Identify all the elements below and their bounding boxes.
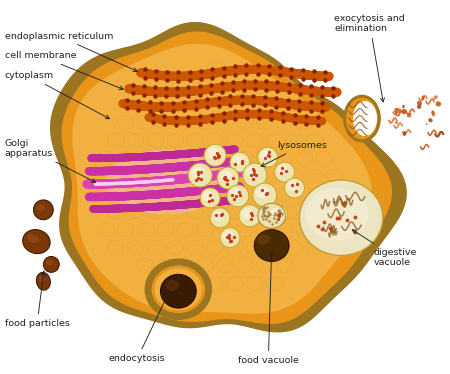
Text: exocytosis and
elimination: exocytosis and elimination — [334, 13, 405, 102]
Ellipse shape — [257, 234, 270, 245]
Ellipse shape — [33, 200, 53, 220]
Ellipse shape — [234, 148, 239, 151]
Ellipse shape — [239, 185, 244, 188]
Ellipse shape — [154, 269, 202, 310]
Ellipse shape — [43, 257, 59, 272]
Ellipse shape — [239, 159, 244, 162]
Ellipse shape — [46, 260, 53, 265]
Ellipse shape — [217, 167, 239, 189]
Ellipse shape — [191, 167, 204, 179]
Ellipse shape — [106, 150, 225, 214]
Ellipse shape — [246, 167, 259, 179]
Ellipse shape — [239, 205, 261, 227]
Ellipse shape — [284, 178, 304, 198]
Ellipse shape — [270, 208, 281, 218]
Ellipse shape — [258, 147, 278, 167]
Ellipse shape — [227, 185, 249, 207]
Ellipse shape — [39, 276, 45, 282]
Ellipse shape — [403, 131, 406, 136]
Ellipse shape — [397, 108, 401, 113]
Polygon shape — [62, 32, 392, 324]
Ellipse shape — [220, 171, 232, 181]
Ellipse shape — [433, 95, 438, 99]
Ellipse shape — [152, 266, 205, 313]
Ellipse shape — [254, 230, 289, 261]
Ellipse shape — [233, 155, 243, 165]
Ellipse shape — [36, 272, 50, 290]
Ellipse shape — [161, 275, 196, 308]
Ellipse shape — [395, 121, 398, 124]
Ellipse shape — [417, 105, 421, 109]
Ellipse shape — [27, 234, 39, 243]
Ellipse shape — [253, 183, 277, 207]
Text: endoplasmic reticulum: endoplasmic reticulum — [4, 32, 137, 71]
Ellipse shape — [188, 163, 212, 187]
Ellipse shape — [212, 211, 224, 221]
Ellipse shape — [243, 163, 267, 187]
Ellipse shape — [236, 198, 241, 202]
Ellipse shape — [22, 230, 50, 254]
Ellipse shape — [306, 187, 369, 240]
Ellipse shape — [428, 118, 432, 122]
Text: Golgi
apparatus: Golgi apparatus — [4, 139, 95, 182]
Text: food particles: food particles — [4, 271, 69, 328]
Ellipse shape — [210, 208, 230, 228]
Text: cell membrane: cell membrane — [4, 52, 123, 90]
Ellipse shape — [407, 113, 412, 117]
Ellipse shape — [258, 203, 286, 228]
Ellipse shape — [220, 228, 240, 248]
Ellipse shape — [353, 101, 377, 136]
Ellipse shape — [287, 181, 298, 191]
Ellipse shape — [402, 109, 407, 114]
Ellipse shape — [204, 144, 226, 166]
Ellipse shape — [207, 148, 219, 159]
Text: endocytosis: endocytosis — [109, 292, 169, 363]
Ellipse shape — [353, 101, 377, 136]
Ellipse shape — [260, 150, 271, 160]
Text: lysosomes: lysosomes — [261, 141, 328, 166]
Ellipse shape — [200, 188, 220, 208]
Ellipse shape — [202, 191, 214, 201]
Ellipse shape — [394, 108, 399, 114]
Ellipse shape — [277, 165, 288, 175]
Ellipse shape — [230, 188, 242, 199]
Ellipse shape — [426, 123, 428, 125]
Text: food vacuole: food vacuole — [238, 251, 299, 365]
Ellipse shape — [268, 205, 288, 225]
Ellipse shape — [166, 280, 180, 291]
Ellipse shape — [36, 204, 45, 211]
Text: cytoplasm: cytoplasm — [4, 71, 109, 119]
Polygon shape — [73, 45, 371, 313]
Ellipse shape — [256, 187, 269, 199]
Ellipse shape — [144, 258, 212, 320]
Ellipse shape — [417, 101, 422, 106]
Polygon shape — [51, 22, 406, 332]
Text: digestive
vacuole: digestive vacuole — [352, 230, 417, 267]
Ellipse shape — [243, 170, 248, 174]
Ellipse shape — [422, 95, 425, 100]
Ellipse shape — [299, 180, 383, 255]
Ellipse shape — [402, 105, 405, 108]
Ellipse shape — [230, 152, 250, 172]
Ellipse shape — [432, 110, 435, 116]
Ellipse shape — [436, 101, 441, 107]
Ellipse shape — [343, 95, 381, 142]
Ellipse shape — [346, 98, 378, 140]
Ellipse shape — [242, 208, 254, 219]
Ellipse shape — [274, 162, 294, 182]
Ellipse shape — [222, 231, 234, 240]
